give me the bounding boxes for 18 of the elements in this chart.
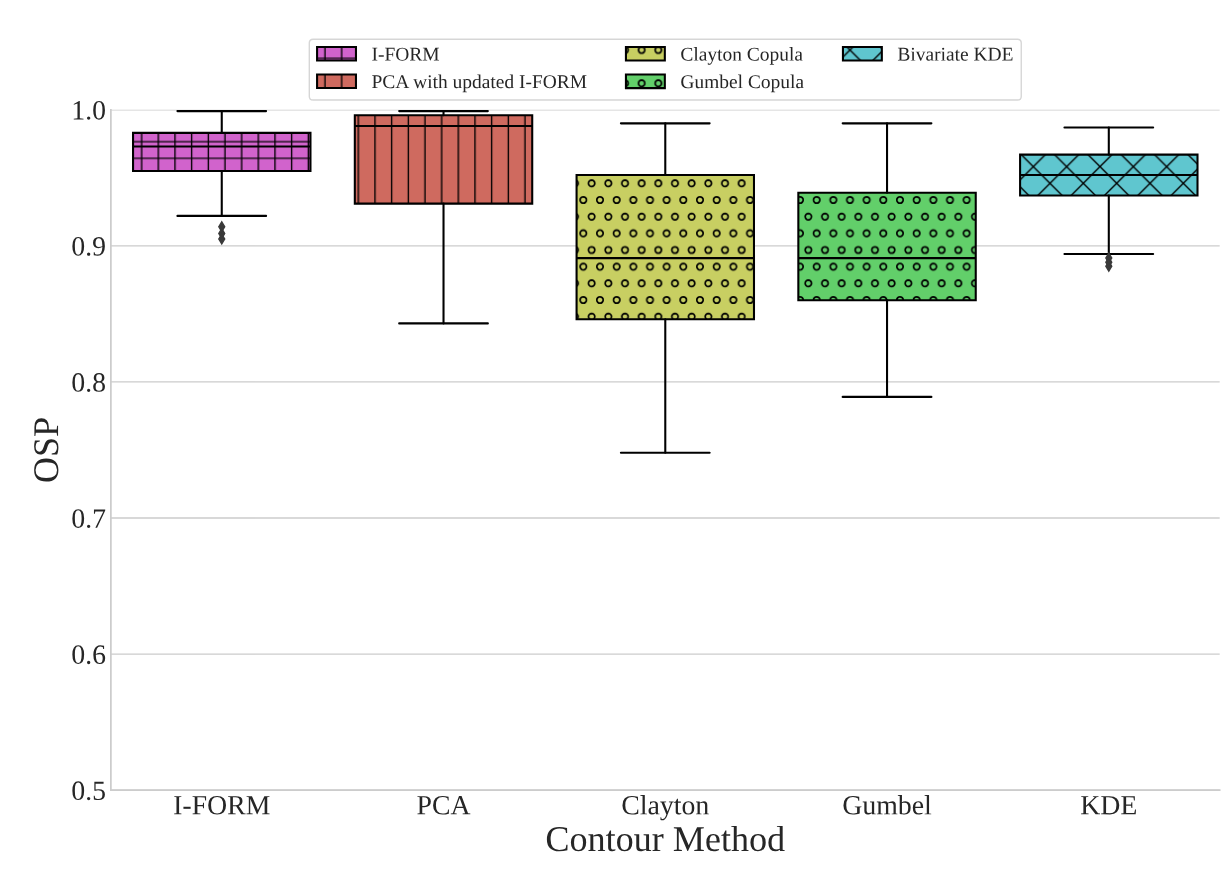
y-tick-label: 0.8 [72, 373, 105, 392]
y-axis-title: OSP [34, 418, 59, 482]
legend-label: PCA with updated I-FORM [372, 74, 587, 93]
x-axis-title: Contour Method [546, 825, 785, 852]
x-tick-label: Gumbel [843, 795, 932, 815]
x-tick-label: Clayton [622, 795, 709, 821]
y-tick-label: 0.5 [72, 781, 105, 801]
x-tick-label: KDE [1081, 796, 1136, 815]
y-tick-label: 0.9 [72, 237, 105, 256]
x-tick-label: I-FORM [174, 795, 270, 815]
legend-label: Bivariate KDE [897, 47, 1013, 61]
x-tick-label: PCA [417, 795, 471, 815]
legend-label: Gumbel Copula [681, 74, 804, 93]
legend-label: Clayton Copula [681, 47, 803, 65]
legend-label: I-FORM [372, 47, 440, 61]
y-tick-label: 0.7 [72, 509, 106, 529]
y-tick-label: 1.0 [73, 100, 105, 120]
y-tick-label: 0.6 [72, 645, 106, 665]
